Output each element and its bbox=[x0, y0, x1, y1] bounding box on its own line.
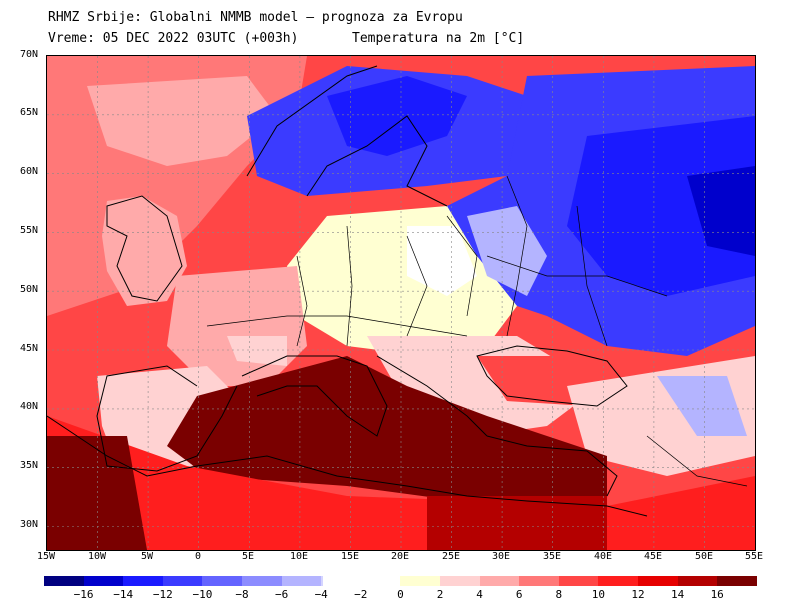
color-bar-swatch bbox=[400, 576, 440, 586]
lat-label-70n: 70N bbox=[19, 49, 38, 60]
norwegian-sea-region bbox=[87, 76, 277, 166]
color-bar-tick-label: 14 bbox=[670, 588, 685, 601]
valid-time-label: Vreme: 05 DEC 2022 03UTC (+003h) bbox=[48, 31, 299, 46]
color-bar-swatch bbox=[598, 576, 638, 586]
color-bar-swatch bbox=[202, 576, 242, 586]
lat-label-50n: 50N bbox=[19, 284, 38, 295]
scandinavia-core-cold bbox=[327, 76, 467, 156]
lon-label-30e: 30E bbox=[491, 551, 511, 562]
color-bar-tick-label: 10 bbox=[591, 588, 606, 601]
map-title: RHMZ Srbije: Globalni NMMB model — progn… bbox=[48, 10, 463, 25]
color-bar-tick-label: 2 bbox=[436, 588, 444, 601]
color-bar-swatch bbox=[44, 576, 84, 586]
lat-label-65n: 65N bbox=[19, 107, 38, 118]
color-bar-swatch bbox=[479, 576, 520, 586]
color-bar-swatch bbox=[242, 576, 282, 586]
color-bar-swatch bbox=[360, 576, 401, 586]
lat-label-55n: 55N bbox=[19, 225, 38, 236]
lat-label-30n: 30N bbox=[19, 519, 38, 530]
color-bar-swatch bbox=[83, 576, 124, 586]
atlantic-south-region bbox=[47, 436, 147, 550]
country-borders bbox=[206, 175, 748, 487]
color-bar-swatch bbox=[558, 576, 599, 586]
coastlines bbox=[47, 65, 648, 517]
lon-label-10e: 10E bbox=[289, 551, 309, 562]
color-bar-swatch bbox=[440, 576, 480, 586]
lon-label-50e: 50E bbox=[694, 551, 714, 562]
lon-label-45e: 45E bbox=[643, 551, 663, 562]
alps-region bbox=[227, 336, 287, 366]
variable-label: Temperatura na 2m [°C] bbox=[352, 31, 525, 46]
color-bar-tick-label: −10 bbox=[192, 588, 213, 601]
lat-label-45n: 45N bbox=[19, 343, 38, 354]
poland-region bbox=[407, 226, 477, 296]
color-bar-tick-label: −6 bbox=[274, 588, 289, 601]
color-bar-tick-label: −4 bbox=[314, 588, 328, 601]
color-bar-swatch bbox=[162, 576, 203, 586]
lon-label-5e: 5E bbox=[241, 551, 255, 562]
lon-label-55e: 55E bbox=[744, 551, 764, 562]
temperature-map[interactable] bbox=[46, 55, 756, 551]
color-bar-tick-label: 0 bbox=[397, 588, 404, 601]
color-bar-tick-label: 12 bbox=[631, 588, 645, 601]
color-bar-swatch bbox=[123, 576, 163, 586]
color-bar-tick-label: 6 bbox=[515, 588, 523, 601]
color-bar-swatch bbox=[717, 576, 757, 586]
color-bar-tick-label: 8 bbox=[555, 588, 563, 601]
map-canvas bbox=[47, 56, 755, 550]
lon-label-35e: 35E bbox=[542, 551, 562, 562]
color-bar-tick-label: −14 bbox=[113, 588, 134, 601]
lat-label-60n: 60N bbox=[19, 166, 38, 177]
color-bar-swatch bbox=[519, 576, 559, 586]
lon-label-10w: 10W bbox=[87, 551, 107, 562]
belarus-region bbox=[467, 206, 547, 296]
mediterranean-sea-region bbox=[167, 356, 607, 506]
color-bar-swatch bbox=[638, 576, 678, 586]
color-bar-tick-label: 16 bbox=[710, 588, 724, 601]
lon-label-0: 0 bbox=[194, 551, 202, 562]
east-coldest-region bbox=[687, 166, 755, 256]
lon-label-20e: 20E bbox=[390, 551, 410, 562]
lat-label-35n: 35N bbox=[19, 460, 38, 471]
color-bar-swatch bbox=[281, 576, 322, 586]
libya-egypt-region bbox=[427, 496, 607, 550]
color-bar-tick-label: −8 bbox=[235, 588, 249, 601]
color-bar-tick-label: 4 bbox=[476, 588, 483, 601]
russia-core-cold bbox=[567, 116, 755, 296]
graticule bbox=[47, 56, 755, 550]
color-bar-tick-label: −16 bbox=[73, 588, 94, 601]
lon-label-40e: 40E bbox=[593, 551, 613, 562]
lon-label-5w: 5W bbox=[140, 551, 154, 562]
color-bar-tick-label: −2 bbox=[354, 588, 368, 601]
color-bar-swatch bbox=[677, 576, 718, 586]
lon-label-15w: 15W bbox=[36, 551, 56, 562]
lat-label-40n: 40N bbox=[19, 401, 38, 412]
lon-label-25e: 25E bbox=[441, 551, 461, 562]
color-bar-swatch bbox=[321, 576, 323, 586]
color-bar-tick-label: −12 bbox=[152, 588, 173, 601]
lon-label-15e: 15E bbox=[340, 551, 360, 562]
caucasus-region bbox=[657, 376, 747, 436]
